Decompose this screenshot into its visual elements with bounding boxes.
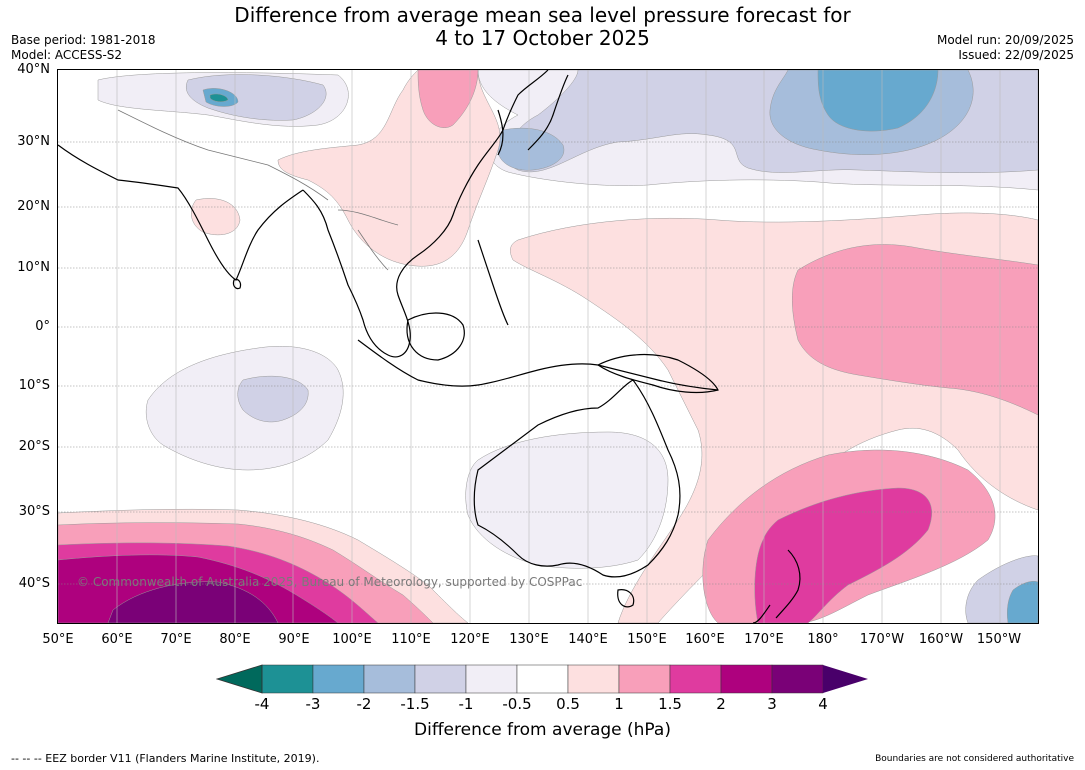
colorbar-cell: [312, 664, 365, 694]
lat-label-20s: 20°S: [18, 439, 50, 454]
lon-label-100e: 100°E: [332, 632, 372, 647]
colorbar-cell: [261, 664, 314, 694]
lat-label-0: 0°: [35, 319, 50, 334]
negative-anomaly-tibet-4: [209, 93, 229, 102]
title-line-1: Difference from average mean sea level p…: [234, 3, 851, 27]
lon-label-80e: 80°E: [219, 632, 251, 647]
lat-label-40s: 40°S: [18, 576, 50, 591]
colorbar-tick: 1.5: [658, 695, 682, 713]
coast-borneo: [406, 312, 465, 361]
lon-label-180: 180°: [807, 632, 839, 647]
coast-philippines: [477, 239, 509, 326]
positive-anomaly-new-zealand-2: [754, 487, 932, 623]
lon-label-90e: 90°E: [278, 632, 310, 647]
lon-label-160e: 160°E: [685, 632, 725, 647]
lon-label-70e: 70°E: [160, 632, 192, 647]
lon-label-50e: 50°E: [42, 632, 74, 647]
title-line-2: 4 to 17 October 2025: [435, 26, 650, 50]
colorbar-extend-min: [217, 665, 262, 693]
map-panel[interactable]: [57, 69, 1039, 624]
border-lines: [117, 109, 399, 271]
metadata-right: Model run: 20/09/2025 Issued: 22/09/2025: [937, 33, 1074, 63]
colorbar-tick: 4: [818, 695, 828, 713]
positive-anomaly-north: [417, 70, 479, 128]
colorbar-tick: -2: [356, 695, 372, 713]
coast-japan: [527, 74, 569, 151]
lat-label-10n: 10°N: [17, 260, 50, 275]
eez-border-note: -- -- -- EEZ border V11 (Flanders Marine…: [11, 752, 320, 765]
negative-anomaly-north-pacific-4: [817, 70, 939, 132]
negative-anomaly-indian-ocean-2: [237, 375, 309, 423]
lon-label-170w: 170°W: [859, 632, 905, 647]
colorbar-cell: [516, 664, 569, 694]
lat-label-30s: 30°S: [18, 504, 50, 519]
colorbar-cell: [363, 664, 416, 694]
coast-new-zealand-north: [775, 549, 801, 619]
lon-label-120e: 120°E: [450, 632, 490, 647]
coast-indonesia: [357, 339, 719, 391]
colorbar-cell: [414, 664, 467, 694]
coast-new-guinea: [596, 353, 719, 394]
colorbar-tick: -0.5: [502, 695, 532, 713]
lon-label-170e: 170°E: [744, 632, 784, 647]
lat-label-10s: 10°S: [18, 378, 50, 393]
colorbar-outline-left: [216, 664, 263, 694]
lon-label-110e: 110°E: [391, 632, 431, 647]
graticule: [58, 141, 1038, 585]
coast-sri-lanka: [232, 278, 242, 290]
lat-label-20n: 20°N: [17, 199, 50, 214]
negative-anomaly-tibet-2: [185, 74, 327, 121]
coast-new-zealand-south: [752, 604, 771, 623]
anomaly-map: [58, 70, 1038, 623]
issued-date: Issued: 22/09/2025: [958, 48, 1074, 62]
negative-anomaly-southeast-2: [1006, 581, 1038, 623]
negative-anomaly-australia: [465, 431, 669, 569]
colorbar-tick: -3: [305, 695, 321, 713]
colorbar-tick: -1.5: [400, 695, 430, 713]
colorbar-cell: [771, 664, 824, 694]
coast-australia: [473, 379, 681, 578]
lon-label-150e: 150°E: [627, 632, 667, 647]
colorbar-tick: 0.5: [556, 695, 580, 713]
model-name: Model: ACCESS-S2: [11, 48, 123, 62]
lon-label-160w: 160°W: [918, 632, 964, 647]
colorbar-cell: [720, 664, 773, 694]
chart-title: Difference from average mean sea level p…: [0, 4, 1085, 50]
colorbar-cell: [465, 664, 518, 694]
colorbar-label: Difference from average (hPa): [414, 720, 671, 740]
colorbar-cell: [669, 664, 722, 694]
colorbar: [216, 664, 868, 694]
colorbar-tick: 3: [767, 695, 777, 713]
borders: [117, 109, 399, 271]
colorbar-tick: 2: [716, 695, 726, 713]
lon-label-130e: 130°E: [509, 632, 549, 647]
lat-label-40n: 40°N: [17, 62, 50, 77]
model-run: Model run: 20/09/2025: [936, 33, 1074, 47]
anomaly-shading: [58, 70, 1038, 623]
coastlines: [58, 70, 801, 623]
positive-anomaly-arabian-sea: [191, 198, 241, 236]
lon-label-150w: 150°W: [976, 632, 1022, 647]
meridians: [116, 70, 1001, 623]
lon-label-140e: 140°E: [568, 632, 608, 647]
lon-label-60e: 60°E: [101, 632, 133, 647]
colorbar-extend-max: [823, 665, 868, 693]
colorbar-tick: -4: [254, 695, 270, 713]
lat-label-30n: 30°N: [17, 134, 50, 149]
copyright-notice: © Commonwealth of Australia 2025, Bureau…: [77, 575, 583, 589]
positive-anomaly-southern-ocean-5: [107, 581, 279, 623]
coast-korea: [497, 109, 504, 156]
coast-india: [58, 144, 304, 281]
metadata-left: Base period: 1981-2018 Model: ACCESS-S2: [11, 33, 156, 63]
colorbar-tick: -1: [458, 695, 474, 713]
colorbar-cell: [567, 664, 620, 694]
boundary-disclaimer: Boundaries are not considered authoritat…: [875, 754, 1074, 764]
colorbar-tick: 1: [614, 695, 624, 713]
colorbar-cell: [618, 664, 671, 694]
positive-anomaly-pacific-2: [791, 244, 1038, 416]
coast-tasmania: [617, 589, 635, 608]
base-period: Base period: 1981-2018: [11, 33, 156, 47]
